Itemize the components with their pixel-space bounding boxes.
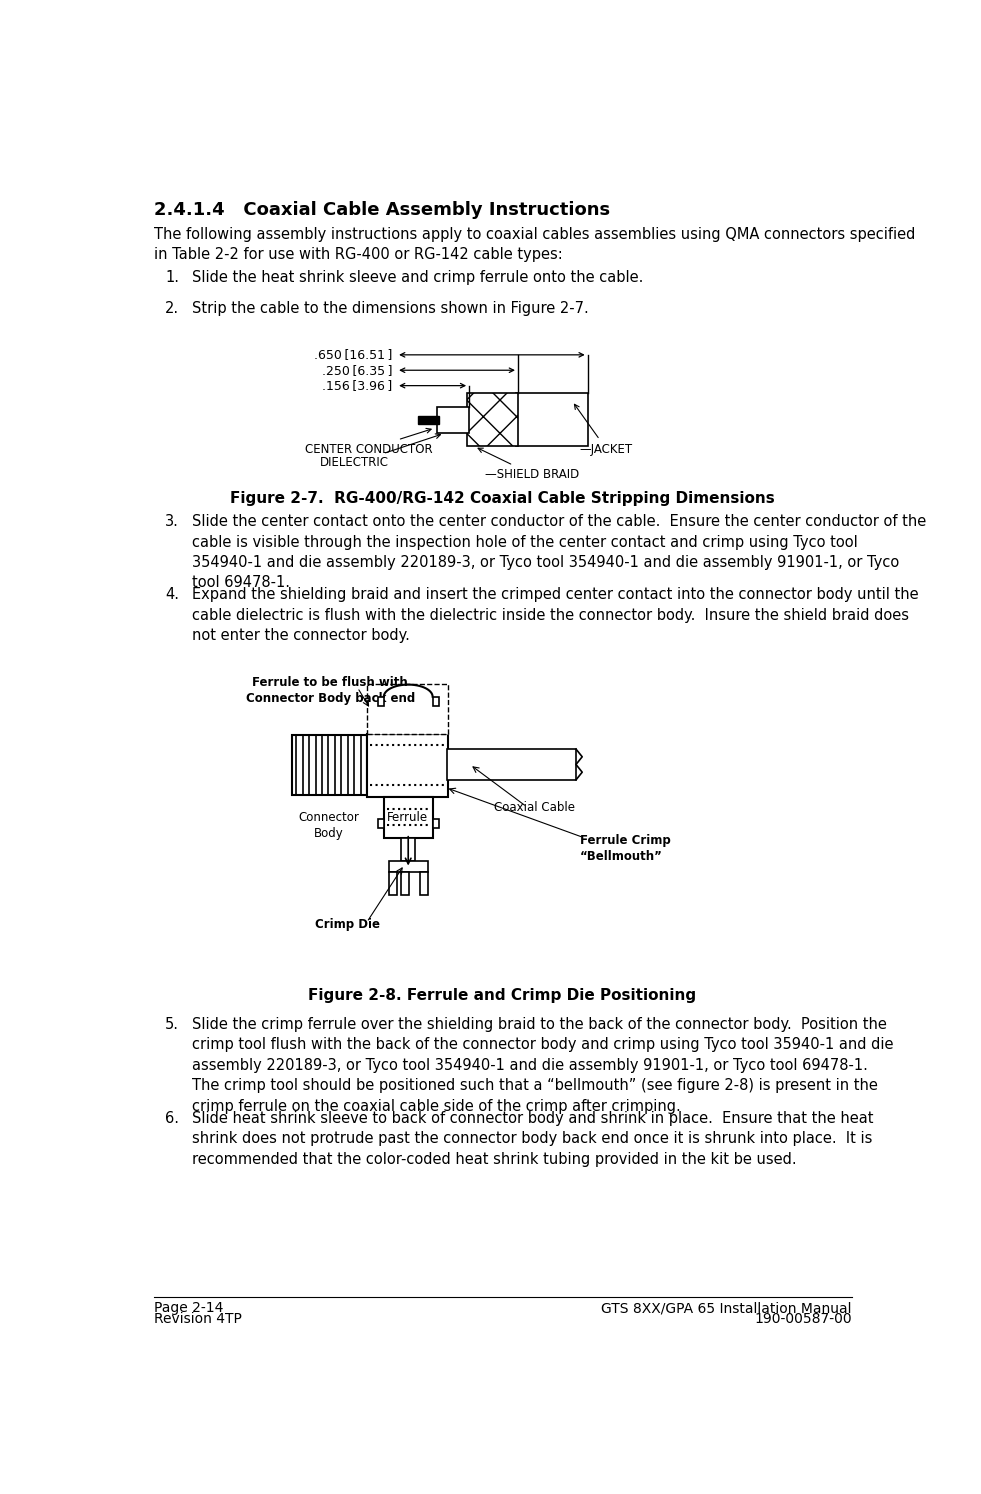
- Text: 6.: 6.: [165, 1112, 180, 1126]
- Text: 190-00587-00: 190-00587-00: [754, 1312, 852, 1327]
- Text: 2.: 2.: [165, 300, 180, 315]
- Bar: [433, 696, 439, 707]
- Bar: [467, 393, 518, 447]
- Bar: [418, 417, 439, 424]
- Text: The following assembly instructions apply to coaxial cables assemblies using QMA: The following assembly instructions appl…: [154, 227, 915, 263]
- Bar: [388, 872, 396, 895]
- Text: Page 2-14: Page 2-14: [154, 1301, 223, 1315]
- Text: .650 [16.51 ]: .650 [16.51 ]: [314, 348, 392, 362]
- Bar: [401, 872, 409, 895]
- Bar: [384, 696, 433, 735]
- Bar: [401, 838, 415, 861]
- Text: .250 [6.35 ]: .250 [6.35 ]: [322, 363, 392, 376]
- Text: Slide the center contact onto the center conductor of the cable.  Ensure the cen: Slide the center contact onto the center…: [192, 514, 927, 590]
- Text: Strip the cable to the dimensions shown in Figure 2-7.: Strip the cable to the dimensions shown …: [192, 300, 590, 315]
- Bar: [367, 734, 448, 796]
- Bar: [388, 861, 428, 872]
- Text: .156 [3.96 ]: .156 [3.96 ]: [322, 379, 392, 391]
- Text: Figure 2-7.  RG-400/RG-142 Coaxial Cable Stripping Dimensions: Figure 2-7. RG-400/RG-142 Coaxial Cable …: [230, 492, 775, 506]
- Text: Figure 2-8. Ferrule and Crimp Die Positioning: Figure 2-8. Ferrule and Crimp Die Positi…: [308, 988, 697, 1002]
- Text: Slide the heat shrink sleeve and crimp ferrule onto the cable.: Slide the heat shrink sleeve and crimp f…: [192, 270, 644, 285]
- Text: Connector
Body: Connector Body: [299, 811, 360, 840]
- Text: Slide heat shrink sleeve to back of connector body and shrink in place.  Ensure : Slide heat shrink sleeve to back of conn…: [192, 1112, 874, 1167]
- Bar: [437, 408, 469, 433]
- Text: 1.: 1.: [165, 270, 180, 285]
- Bar: [367, 684, 448, 735]
- Text: Coaxial Cable: Coaxial Cable: [494, 801, 575, 814]
- Text: Ferrule: Ferrule: [387, 811, 428, 823]
- Bar: [433, 819, 439, 828]
- Text: Crimp Die: Crimp Die: [315, 919, 380, 931]
- Text: —SHIELD BRAID: —SHIELD BRAID: [478, 448, 580, 481]
- Text: 5.: 5.: [165, 1017, 180, 1032]
- Text: Expand the shielding braid and insert the crimped center contact into the connec: Expand the shielding braid and insert th…: [192, 587, 919, 644]
- Bar: [378, 819, 384, 828]
- Text: Ferrule to be flush with
Connector Body back end: Ferrule to be flush with Connector Body …: [245, 675, 415, 705]
- Text: 4.: 4.: [165, 587, 180, 602]
- Bar: [291, 735, 367, 795]
- Text: DIELECTRIC: DIELECTRIC: [320, 433, 440, 469]
- Bar: [378, 696, 384, 707]
- Text: —JACKET: —JACKET: [575, 405, 633, 456]
- Text: 2.4.1.4   Coaxial Cable Assembly Instructions: 2.4.1.4 Coaxial Cable Assembly Instructi…: [154, 200, 610, 218]
- Bar: [446, 748, 576, 780]
- Text: 3.: 3.: [165, 514, 180, 529]
- Bar: [384, 796, 433, 838]
- Bar: [420, 872, 428, 895]
- Text: Slide the crimp ferrule over the shielding braid to the back of the connector bo: Slide the crimp ferrule over the shieldi…: [192, 1017, 894, 1113]
- Text: CENTER CONDUCTOR: CENTER CONDUCTOR: [305, 429, 433, 456]
- Bar: [516, 393, 588, 447]
- Text: Revision 4TP: Revision 4TP: [154, 1312, 241, 1327]
- Text: Ferrule Crimp
“Bellmouth”: Ferrule Crimp “Bellmouth”: [580, 834, 671, 862]
- Text: GTS 8XX/GPA 65 Installation Manual: GTS 8XX/GPA 65 Installation Manual: [601, 1301, 852, 1315]
